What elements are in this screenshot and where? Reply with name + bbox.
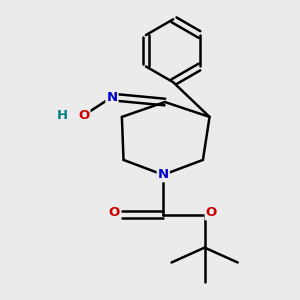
Text: N: N	[106, 91, 118, 103]
Text: O: O	[78, 109, 89, 122]
Text: N: N	[158, 168, 169, 181]
Text: H: H	[57, 109, 68, 122]
Text: O: O	[108, 206, 119, 219]
Text: O: O	[206, 206, 217, 219]
